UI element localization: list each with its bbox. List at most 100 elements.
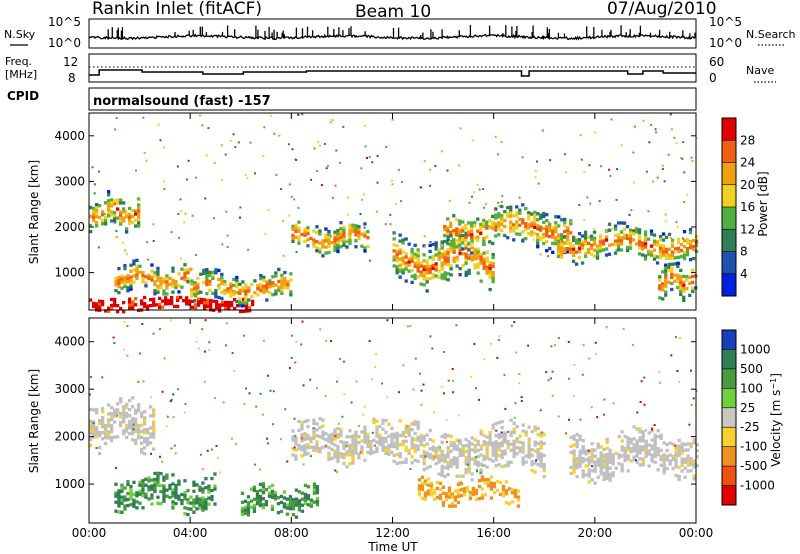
- scatter-cell: [600, 165, 603, 168]
- scatter-cell: [551, 370, 554, 373]
- scatter-cell: [238, 297, 242, 301]
- scatter-cell: [369, 452, 373, 456]
- scatter-cell: [440, 255, 444, 259]
- scatter-cell: [664, 256, 669, 260]
- scatter-cell: [467, 233, 471, 237]
- scatter-cell: [437, 275, 441, 279]
- scatter-cell: [190, 294, 194, 298]
- scatter-cell: [437, 454, 441, 458]
- colorbar-segment: [722, 251, 736, 275]
- velocity-colorbar-label: Velocity [m s−1]: [769, 373, 784, 467]
- scatter-cell: [258, 503, 263, 508]
- scatter-cell: [402, 364, 405, 367]
- scatter-cell: [170, 319, 172, 322]
- scatter-cell: [394, 202, 397, 205]
- scatter-cell: [274, 271, 278, 275]
- scatter-cell: [363, 226, 366, 229]
- scatter-cell: [174, 492, 178, 497]
- scatter-cell: [592, 248, 597, 252]
- scatter-cell: [211, 276, 215, 280]
- scatter-cell: [494, 222, 498, 226]
- scatter-cell: [658, 296, 662, 300]
- scatter-cell: [150, 487, 154, 491]
- scatter-cell: [137, 197, 141, 201]
- scatter-cell: [137, 403, 141, 407]
- scatter-cell: [341, 415, 344, 418]
- scatter-cell: [294, 448, 298, 452]
- scatter-cell: [339, 440, 343, 444]
- scatter-cell: [662, 456, 666, 460]
- scatter-cell: [333, 233, 337, 237]
- scatter-cell: [518, 217, 522, 221]
- scatter-cell: [476, 468, 479, 471]
- scatter-cell: [554, 239, 558, 243]
- scatter-cell: [238, 282, 242, 286]
- scatter-cell: [422, 459, 426, 463]
- scatter-cell: [680, 457, 684, 461]
- scatter-cell: [192, 501, 196, 505]
- scatter-cell: [632, 229, 635, 232]
- scatter-cell: [125, 423, 129, 428]
- scatter-band: [89, 396, 156, 456]
- scatter-cell: [327, 244, 331, 249]
- scatter-cell: [149, 426, 153, 430]
- scatter-cell: [433, 411, 436, 414]
- scatter-cell: [291, 501, 296, 505]
- scatter-cell: [516, 498, 521, 502]
- scatter-cell: [497, 201, 500, 204]
- scatter-cell: [381, 445, 385, 449]
- scatter-cell: [193, 299, 197, 303]
- scatter-cell: [234, 442, 237, 445]
- scatter-cell: [196, 282, 200, 286]
- scatter-cell: [668, 462, 672, 466]
- scatter-cell: [117, 510, 121, 514]
- scatter-cell: [167, 302, 171, 306]
- scatter-cell: [110, 204, 114, 208]
- scatter-cell: [485, 226, 489, 230]
- scatter-cell: [497, 454, 501, 458]
- scatter-cell: [125, 227, 129, 231]
- scatter-cell: [125, 414, 129, 419]
- scatter-cell: [425, 466, 429, 470]
- scatter-cell: [369, 446, 373, 450]
- scatter-cell: [686, 442, 690, 446]
- scatter-cell: [215, 445, 218, 447]
- scatter-cell: [692, 397, 695, 400]
- scatter-cell: [661, 253, 666, 257]
- scatter-cell: [270, 507, 275, 511]
- freq-label: Freq.: [5, 55, 32, 68]
- scatter-cell: [610, 243, 615, 247]
- scatter-cell: [354, 436, 358, 440]
- scatter-cell: [174, 486, 178, 491]
- scatter-cell: [524, 222, 528, 226]
- scatter-cell: [259, 392, 262, 395]
- scatter-cell: [255, 499, 260, 503]
- scatter-cell: [670, 253, 675, 257]
- scatter-cell: [485, 256, 489, 260]
- scatter-cell: [117, 501, 121, 505]
- scatter-cell: [177, 290, 181, 294]
- scatter-cell: [428, 255, 432, 260]
- scatter-cell: [361, 198, 364, 201]
- scatter-cell: [162, 496, 166, 500]
- scatter-cell: [153, 489, 157, 494]
- scatter-cell: [485, 223, 489, 227]
- scatter-cell: [289, 293, 293, 297]
- scatter-cell: [351, 446, 355, 450]
- scatter-cell: [410, 253, 414, 257]
- scatter-cell: [205, 154, 208, 157]
- scatter-cell: [572, 443, 576, 447]
- scatter-cell: [467, 253, 471, 257]
- scatter-cell: [668, 453, 672, 457]
- scatter-cell: [637, 243, 642, 247]
- scatter-cell: [571, 253, 576, 257]
- scatter-cell: [664, 284, 668, 288]
- scatter-cell: [141, 491, 145, 495]
- scatter-cell: [674, 458, 678, 463]
- scatter-cell: [395, 431, 399, 436]
- scatter-cell: [135, 258, 139, 262]
- scatter-cell: [354, 448, 358, 452]
- scatter-cell: [270, 483, 275, 487]
- scatter-cell: [470, 255, 474, 259]
- scatter-cell: [533, 425, 537, 429]
